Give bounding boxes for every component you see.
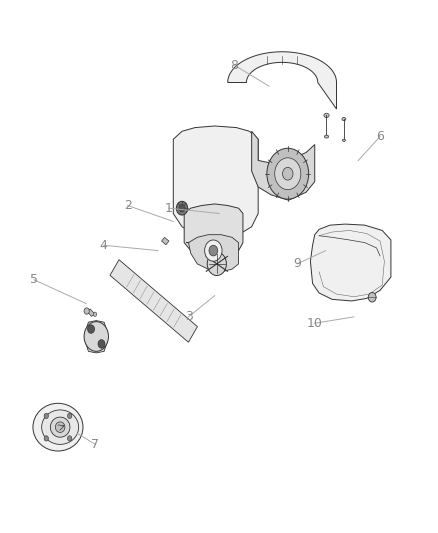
Polygon shape bbox=[311, 224, 391, 301]
Text: 9: 9 bbox=[293, 257, 301, 270]
Circle shape bbox=[207, 252, 226, 276]
Polygon shape bbox=[173, 126, 258, 237]
Circle shape bbox=[67, 436, 72, 441]
Circle shape bbox=[267, 148, 309, 199]
Ellipse shape bbox=[50, 417, 70, 437]
Ellipse shape bbox=[343, 139, 346, 141]
Text: 2: 2 bbox=[124, 199, 131, 212]
Text: 8: 8 bbox=[230, 59, 238, 71]
Circle shape bbox=[84, 321, 109, 351]
Ellipse shape bbox=[325, 135, 328, 138]
Circle shape bbox=[283, 167, 293, 180]
Ellipse shape bbox=[55, 422, 65, 432]
Text: 5: 5 bbox=[30, 273, 38, 286]
Circle shape bbox=[177, 201, 187, 215]
Polygon shape bbox=[87, 309, 95, 317]
Polygon shape bbox=[228, 52, 336, 109]
Text: 10: 10 bbox=[307, 317, 323, 330]
Circle shape bbox=[44, 413, 49, 418]
Polygon shape bbox=[85, 320, 108, 353]
Text: 1: 1 bbox=[165, 201, 173, 215]
Polygon shape bbox=[184, 204, 243, 259]
Text: 4: 4 bbox=[100, 239, 108, 252]
Ellipse shape bbox=[342, 117, 346, 120]
Circle shape bbox=[84, 308, 89, 314]
Circle shape bbox=[98, 340, 105, 348]
Text: 6: 6 bbox=[376, 130, 384, 143]
Circle shape bbox=[209, 245, 218, 256]
Circle shape bbox=[205, 240, 222, 261]
Circle shape bbox=[88, 325, 95, 333]
Circle shape bbox=[179, 205, 185, 212]
Polygon shape bbox=[162, 237, 169, 245]
Ellipse shape bbox=[33, 403, 83, 451]
Circle shape bbox=[275, 158, 301, 190]
Circle shape bbox=[93, 312, 97, 317]
Ellipse shape bbox=[42, 410, 79, 445]
Circle shape bbox=[44, 436, 49, 441]
Circle shape bbox=[368, 293, 376, 302]
Ellipse shape bbox=[324, 114, 329, 117]
Circle shape bbox=[67, 413, 72, 418]
Text: 3: 3 bbox=[184, 310, 192, 324]
Text: 7: 7 bbox=[91, 438, 99, 450]
Polygon shape bbox=[110, 260, 198, 342]
Polygon shape bbox=[186, 235, 239, 272]
Polygon shape bbox=[252, 131, 315, 200]
